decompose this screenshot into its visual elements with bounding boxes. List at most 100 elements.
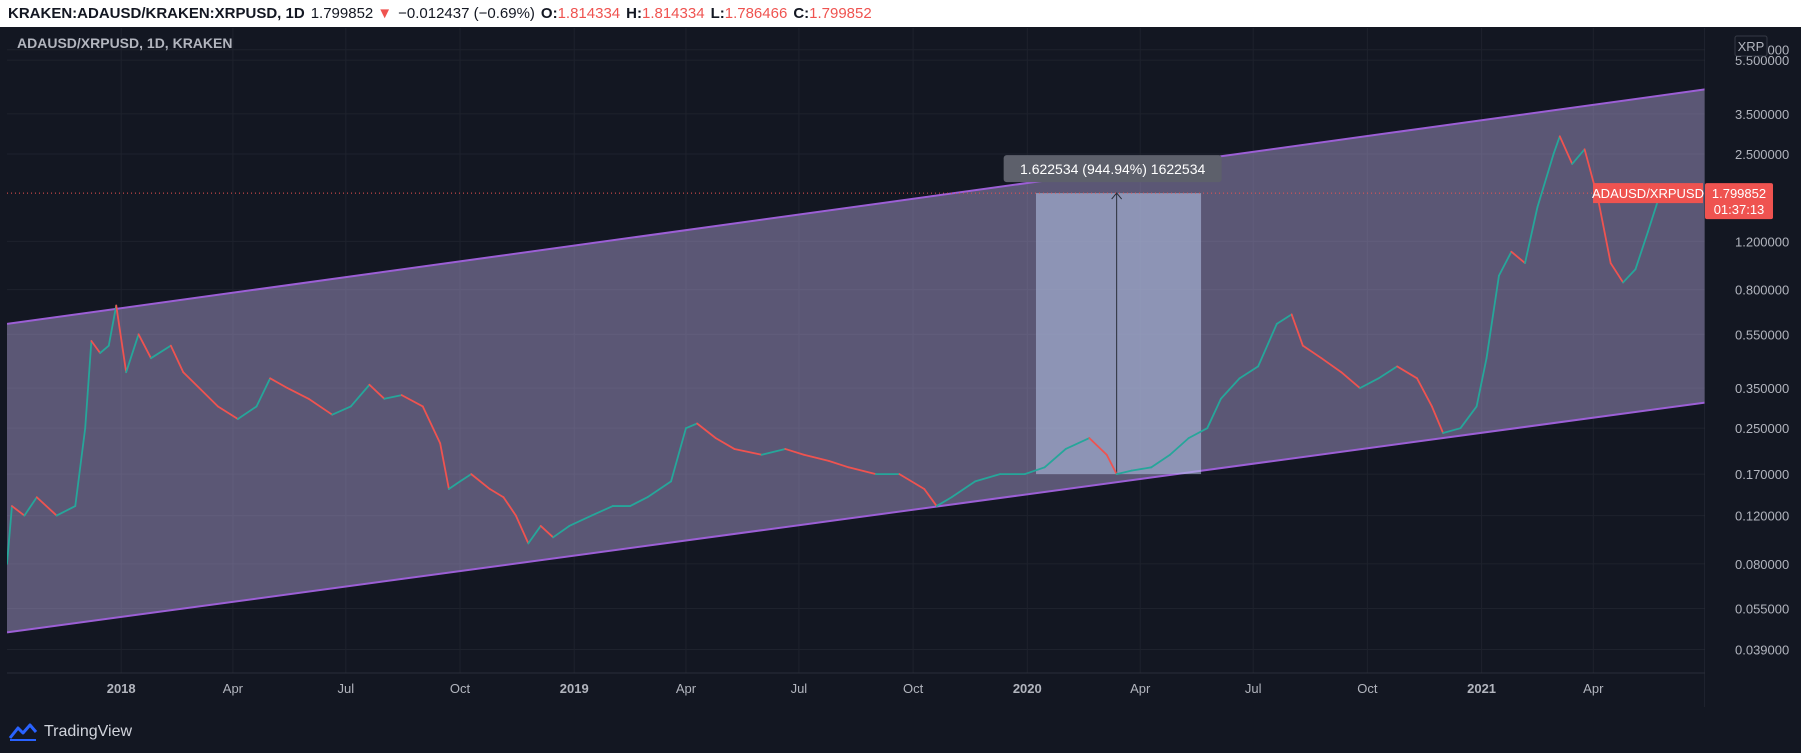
brand-name[interactable]: TradingView [44,722,133,740]
price-segment [1220,377,1241,400]
price-segment [1634,230,1649,271]
price-segment [1359,377,1380,390]
low-label: L: [710,5,725,22]
price-tick-label: 0.350000 [1735,381,1789,396]
measure-box[interactable] [1035,193,1202,475]
price-segment [1597,198,1612,264]
price-segment [383,394,403,400]
time-tick-label: 2020 [1013,681,1042,696]
time-tick-label: Oct [1357,681,1378,696]
price-segment [236,405,258,420]
price-segment [1459,405,1478,430]
price-segment [1275,313,1293,325]
down-arrow-icon: ▼ [377,5,393,22]
price-segment [74,427,87,507]
price-change: −0.012437 (−0.69%) [398,5,535,22]
price-segment [1064,437,1091,450]
price-segment [590,505,614,517]
price-tick-label: 0.550000 [1735,327,1789,342]
price-segment [439,442,450,490]
price-segment [1257,323,1278,368]
measure-label-box [1003,155,1222,183]
close-label: C: [793,5,810,22]
price-segment [898,473,926,490]
time-tick-label: 2021 [1467,681,1496,696]
price-segment [1552,135,1561,155]
chart-title: ADAUSD/XRPUSD, 1D, KRAKEN [17,35,232,51]
price-segment [1043,448,1067,469]
price-segment [1187,427,1209,440]
price-segment [1130,466,1153,472]
channel-lower-line[interactable] [6,401,1706,634]
price-tag-value: 1.799852 [1712,186,1766,201]
price-segment [696,422,717,440]
price-segment [1524,206,1539,264]
price-segment [1558,135,1574,165]
price-segment [950,480,977,499]
open-value: 1.814334 [557,5,621,22]
price-segment [515,514,530,545]
price-segment [125,333,140,374]
price-segment [90,340,101,354]
time-tick-label: Apr [1130,681,1151,696]
price-segment [169,344,185,374]
time-tick-label: 2019 [560,681,589,696]
price-tick-label: 5.500000 [1735,53,1789,68]
price-segment [714,437,736,450]
price-segment [760,448,787,456]
price-segment [470,473,491,490]
time-tick-label: 2018 [107,681,136,696]
parallel-channel[interactable] [6,88,1706,634]
price-segment [568,514,593,527]
symbol-label: ADAUSD/XRPUSD [1592,186,1704,201]
price-tick-label: 0.080000 [1735,557,1789,572]
time-axis[interactable]: 2018 Apr Jul Oct 2019 Apr Jul Oct 2020 Apr Jul Oct 2… [107,681,1604,696]
price-series [6,135,1669,565]
measure-tool[interactable]: 1.622534 (944.94%) 1622534 [1003,155,1222,475]
price-segment [1442,427,1462,434]
price-segment [1023,466,1046,476]
price-axis[interactable]: 6.0000005.5000003.5000002.5000001.200000… [1705,28,1801,708]
price-segment [1377,365,1399,380]
chart-area[interactable]: 1.622534 (944.94%) 1622534 ADAUSD/XRPUSD… [6,28,1706,707]
price-segment [827,459,850,469]
price-segment [447,480,461,490]
price-segment [255,377,272,408]
price-tag-box [1705,183,1773,220]
symbol-label-box [1593,183,1703,204]
tradingview-logo-icon [8,723,38,741]
price-segment [1320,357,1343,374]
price-segment [1431,405,1445,434]
price-segment [115,304,128,374]
low-value: 1.786466 [724,5,788,22]
price-segment [1301,344,1323,360]
price-segment [1609,262,1624,284]
price-segment [150,344,172,360]
price-segment [107,304,118,347]
price-segment [11,505,26,517]
price-segment [670,427,687,483]
price-segment [421,405,442,445]
channel-upper-line[interactable] [6,88,1706,325]
price-segment [35,496,58,517]
time-tick-label: Apr [1583,681,1604,696]
price-segment [802,453,830,462]
price-segment [1088,437,1108,456]
price-tick-label: 0.800000 [1735,283,1789,298]
measure-label: 1.622534 (944.94%) 1622534 [1020,161,1205,177]
price-tick-label: 0.120000 [1735,509,1789,524]
price-segment [269,377,289,390]
price-tag-countdown: 01:37:13 [1714,202,1765,217]
price-segment [784,448,805,456]
price-segment [1206,397,1222,430]
price-segment [527,525,542,545]
symbol-name[interactable]: KRAKEN:ADAUSD/KRAKEN:XRPUSD, 1D [8,5,305,22]
price-segment [1340,371,1361,390]
currency-label: XRP [1738,39,1765,54]
price-segment [1475,357,1488,408]
time-tick-label: Apr [676,681,697,696]
price-axis-ticks: 6.0000005.5000003.5000002.5000001.200000… [1735,43,1789,658]
price-segment [629,496,649,507]
price-chart[interactable]: 1.622534 (944.94%) 1622534 ADAUSD/XRPUSD… [6,28,1706,707]
